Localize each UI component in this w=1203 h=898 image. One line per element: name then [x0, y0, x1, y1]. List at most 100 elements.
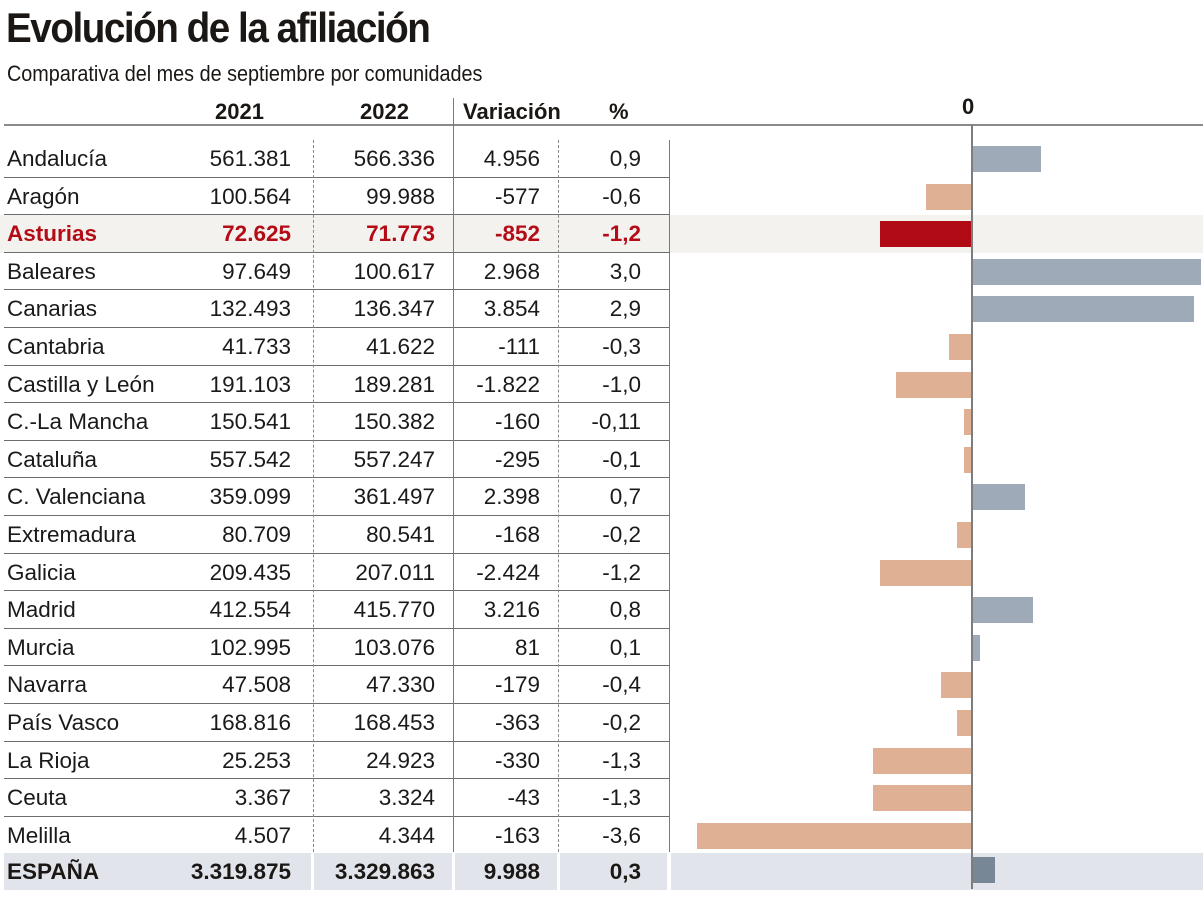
value-variation: 4.956 [483, 146, 540, 171]
table-row: Galicia 209.435 207.011 -2.424 -1,2 [0, 554, 1203, 592]
table-row: C. Valenciana 359.099 361.497 2.398 0,7 [0, 478, 1203, 516]
table-row: Baleares 97.649 100.617 2.968 3,0 [0, 253, 1203, 291]
value-2021: 80.709 [222, 522, 291, 547]
bar-melilla [696, 822, 972, 849]
region-name: Extremadura [7, 522, 136, 547]
header-percent: % [609, 99, 629, 124]
value-variation: 3.854 [483, 296, 540, 322]
value-2021: 150.541 [209, 409, 291, 435]
bar-cantabria [949, 334, 972, 360]
value-percent: -0,6 [602, 183, 641, 209]
value-percent: 0,8 [609, 597, 641, 623]
value-variation: -577 [494, 183, 540, 209]
value-percent: -0,2 [602, 710, 641, 735]
value-2021: 132.493 [209, 296, 291, 322]
column-divider-dashed [558, 140, 559, 852]
bar-c-valenciana [972, 484, 1026, 511]
value-variation: 81 [514, 634, 540, 660]
value-variation: 3.216 [483, 597, 540, 623]
total-cell-bg [314, 853, 452, 890]
value-2022: 150.382 [353, 409, 435, 435]
total-chart-bg [671, 853, 1203, 890]
bar-extremadura [956, 522, 972, 548]
bar-aragón [926, 183, 972, 210]
value-2021: 41.733 [222, 334, 291, 359]
column-divider-solid [453, 98, 454, 852]
value-percent: 0,7 [609, 484, 641, 510]
region-name: Madrid [7, 597, 76, 623]
value-2021: 25.253 [222, 747, 291, 773]
bar-galicia [880, 559, 972, 586]
value-2022: 99.988 [366, 183, 435, 209]
value-2021: 100.564 [209, 183, 291, 209]
row-separator [4, 326, 670, 328]
region-name: Canarias [7, 296, 98, 322]
region-name: Cantabria [7, 334, 105, 359]
column-divider-dashed [313, 140, 314, 852]
value-2022: 100.617 [353, 258, 435, 284]
bar-canarias [972, 296, 1194, 323]
value-variation: -160 [494, 409, 540, 435]
value-variation: -1.822 [476, 371, 540, 397]
chart-title: Evolución de la afiliación [6, 4, 431, 51]
value-2021: 209.435 [209, 559, 291, 585]
value-variation: -179 [494, 672, 540, 698]
value-variation: 2.398 [483, 484, 540, 510]
value-2021: 3.367 [234, 785, 291, 811]
value-2021: 102.995 [209, 634, 291, 660]
table-row: Cataluña 557.542 557.247 -295 -0,1 [0, 441, 1203, 479]
bar-navarra [941, 672, 972, 699]
value-2021: 557.542 [209, 446, 291, 472]
value-variation: -2.424 [476, 559, 540, 585]
row-separator [4, 214, 670, 216]
row-separator [4, 289, 670, 291]
value-2022: 207.011 [355, 559, 435, 585]
table-row: Melilla 4.507 4.344 -163 -3,6 [0, 817, 1203, 855]
value-2022: 566.336 [353, 146, 435, 171]
region-name: Baleares [7, 258, 96, 284]
value-percent: -1,3 [602, 785, 641, 811]
value-percent: -0,3 [602, 334, 641, 359]
value-2022: 24.923 [366, 747, 435, 773]
table-row: Navarra 47.508 47.330 -179 -0,4 [0, 666, 1203, 704]
value-2021: 561.381 [209, 146, 291, 171]
bar-murcia [972, 634, 980, 661]
value-2021: 168.816 [209, 710, 291, 735]
total-2022: 3.329.863 [334, 859, 435, 884]
value-2022: 71.773 [366, 221, 435, 247]
row-separator [4, 477, 670, 479]
row-separator [4, 590, 670, 592]
region-name: C.-La Mancha [7, 409, 149, 435]
value-percent: 0,1 [609, 634, 641, 660]
table-row: Castilla y León 191.103 189.281 -1.822 -1,0 [0, 366, 1203, 404]
row-separator [4, 702, 670, 704]
header-2022: 2022 [360, 99, 409, 124]
bar-andalucía [972, 146, 1041, 172]
row-separator [4, 740, 670, 742]
total-row: ESPAÑA 3.319.875 3.329.863 9.988 0,3 [0, 853, 1203, 890]
header-2021: 2021 [215, 99, 264, 124]
row-separator [4, 627, 670, 629]
value-variation: -852 [494, 221, 540, 247]
table-row: Madrid 412.554 415.770 3.216 0,8 [0, 591, 1203, 629]
value-2022: 168.453 [353, 710, 435, 735]
row-separator [4, 778, 670, 780]
bar-españa [972, 857, 995, 883]
value-variation: -163 [494, 822, 540, 848]
value-2022: 361.497 [353, 484, 435, 510]
row-separator [4, 665, 670, 667]
table-row: Aragón 100.564 99.988 -577 -0,6 [0, 178, 1203, 216]
table-row: Asturias 72.625 71.773 -852 -1,2 [0, 215, 1203, 253]
value-percent: -0,1 [602, 446, 641, 472]
region-name: Galicia [7, 559, 76, 585]
value-2021: 412.554 [209, 597, 291, 623]
region-name: La Rioja [7, 747, 90, 773]
header-variation: Variación [463, 99, 561, 124]
chart-subtitle: Comparativa del mes de septiembre por co… [7, 61, 483, 86]
bar-la-rioja [872, 747, 972, 774]
value-percent: -1,2 [602, 221, 641, 247]
total-cell-bg [4, 853, 311, 890]
value-percent: 3,0 [609, 258, 641, 284]
bar-cataluña [964, 446, 972, 473]
value-percent: 0,9 [609, 146, 641, 171]
